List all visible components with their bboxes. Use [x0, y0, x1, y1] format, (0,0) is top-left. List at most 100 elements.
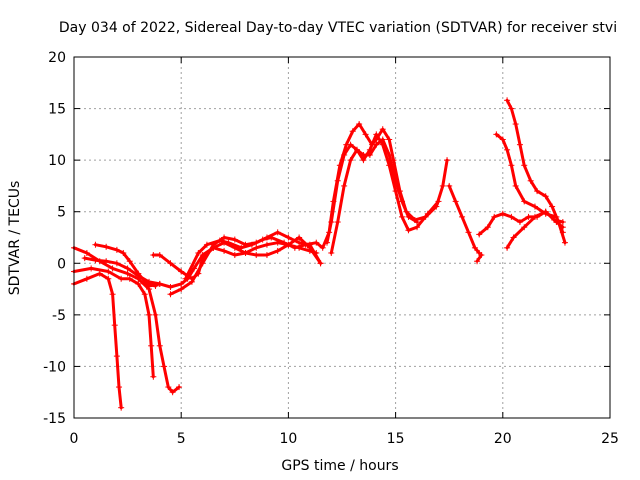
- data-point: [386, 151, 393, 158]
- y-tick-label: -15: [43, 411, 66, 427]
- data-point: [109, 265, 116, 272]
- data-point: [323, 239, 330, 246]
- data-point: [203, 241, 210, 248]
- data-point: [242, 249, 249, 256]
- data-point: [313, 239, 320, 246]
- data-point: [512, 121, 519, 128]
- y-tick-label: -5: [52, 308, 66, 324]
- data-point: [221, 234, 228, 241]
- x-tick-label: 25: [601, 431, 619, 447]
- data-point: [366, 151, 373, 158]
- data-point: [559, 224, 566, 231]
- data-point: [484, 224, 491, 231]
- data-point: [274, 229, 281, 236]
- data-point: [504, 244, 511, 251]
- data-point: [199, 260, 206, 267]
- data-point: [253, 252, 260, 259]
- x-tick-label: 5: [177, 431, 186, 447]
- data-point: [471, 244, 478, 251]
- data-point: [165, 384, 172, 391]
- data-point: [508, 213, 515, 220]
- data-point: [146, 282, 153, 289]
- tick-label-layer: 0 5 10 15 20 25 -15 -10 -5 0 5 10 15 20: [43, 50, 619, 447]
- data-point: [152, 311, 159, 318]
- series-path: [72, 266, 155, 379]
- data-point: [341, 151, 348, 158]
- data-point: [439, 182, 446, 189]
- data-point: [169, 389, 176, 396]
- data-point: [150, 252, 157, 259]
- data-point: [328, 249, 335, 256]
- data-point: [521, 162, 528, 169]
- series-track-2: [71, 265, 157, 380]
- data-point: [362, 131, 369, 138]
- data-point: [474, 258, 481, 265]
- data-point: [156, 252, 163, 259]
- data-point: [373, 141, 380, 148]
- data-point: [225, 239, 232, 246]
- data-point: [512, 182, 519, 189]
- data-point: [268, 234, 275, 241]
- data-point: [478, 252, 485, 259]
- data-point: [281, 239, 288, 246]
- data-point: [150, 373, 157, 380]
- data-point: [81, 255, 88, 262]
- data-point: [386, 136, 393, 143]
- data-point: [156, 280, 163, 287]
- data-point: [399, 213, 406, 220]
- data-point: [274, 247, 281, 254]
- x-tick-label: 15: [387, 431, 405, 447]
- data-point: [347, 157, 354, 164]
- data-point: [178, 280, 185, 287]
- data-point: [113, 353, 120, 360]
- series-path: [151, 236, 323, 281]
- data-point: [167, 284, 174, 291]
- data-point: [508, 162, 515, 169]
- data-point: [161, 363, 168, 370]
- data-point: [302, 241, 309, 248]
- series-track-10: [323, 131, 442, 246]
- data-point: [347, 141, 354, 148]
- data-point: [248, 241, 255, 248]
- data-point: [349, 128, 356, 135]
- data-point: [167, 291, 174, 298]
- data-point: [527, 177, 534, 184]
- data-point: [116, 384, 123, 391]
- series-track-17: [504, 208, 566, 251]
- series-layer: [71, 97, 568, 411]
- data-point: [259, 236, 266, 243]
- data-point: [231, 236, 238, 243]
- data-point: [334, 177, 341, 184]
- data-point: [105, 275, 112, 282]
- data-point: [263, 241, 270, 248]
- plot-frame: [73, 56, 611, 419]
- data-point: [356, 121, 363, 128]
- data-point: [504, 97, 511, 104]
- data-point: [424, 210, 431, 217]
- data-point: [178, 268, 185, 275]
- data-point: [405, 227, 412, 234]
- data-point: [504, 146, 511, 153]
- data-point: [414, 219, 421, 226]
- data-point: [508, 105, 515, 112]
- data-point: [176, 384, 183, 391]
- data-point: [534, 188, 541, 195]
- series-path: [72, 272, 123, 410]
- x-tick-label: 0: [70, 431, 79, 447]
- data-point: [341, 182, 348, 189]
- data-point: [124, 270, 131, 277]
- data-point: [135, 280, 142, 287]
- data-point: [521, 198, 528, 205]
- series-path: [447, 184, 481, 255]
- data-point: [360, 151, 367, 158]
- data-point: [178, 286, 185, 293]
- data-point: [141, 291, 148, 298]
- data-point: [328, 219, 335, 226]
- data-point: [195, 249, 202, 256]
- data-point: [126, 258, 133, 265]
- series-track-1: [71, 270, 125, 411]
- data-point: [392, 177, 399, 184]
- data-point: [120, 249, 127, 256]
- data-point: [285, 234, 292, 241]
- data-point: [238, 244, 245, 251]
